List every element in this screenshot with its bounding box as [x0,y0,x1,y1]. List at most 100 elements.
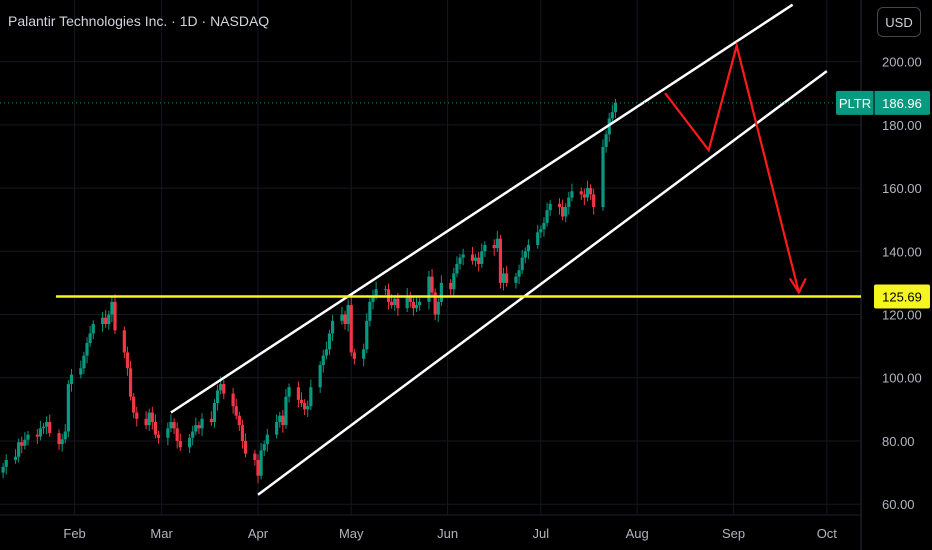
candle [414,297,419,312]
candle [604,130,608,153]
candle [318,361,322,393]
candle [495,231,499,252]
candle [265,428,269,452]
y-tick-label: 160.00 [882,181,922,196]
candle [607,112,611,142]
candle [470,246,475,265]
price-axis[interactable]: 60.00 80.00 100.00 120.00 140.00 160.00 180.00… [836,55,930,513]
candle [418,298,422,311]
candle [458,253,462,270]
candle [212,399,217,428]
candle [588,184,593,201]
candle [287,383,291,403]
channel-upper-line[interactable] [170,3,794,414]
x-tick-label: Feb [63,526,85,541]
candle [104,310,108,328]
candle [91,320,95,340]
current-price-tag: PLTR 186.96 [836,90,930,115]
candle [545,202,549,227]
y-tick-label: 120.00 [882,308,922,323]
channel-lower-line[interactable] [257,70,828,496]
price-tag-symbol: PLTR [839,96,871,111]
candle [517,264,521,285]
candle [4,454,8,475]
candle [147,408,151,431]
candle [275,414,279,439]
drawings [0,3,861,496]
candle [542,217,546,237]
candle [539,225,543,239]
candle [88,325,92,347]
candle [197,421,201,435]
candle [23,432,27,450]
y-tick-label: 180.00 [882,118,922,133]
candle [17,438,21,463]
candle [156,430,161,444]
y-tick-label: 200.00 [882,55,922,70]
candle [383,285,388,295]
candle [284,389,288,429]
candle [57,429,61,450]
candle [48,414,52,437]
candle [169,414,173,433]
candle [178,433,182,452]
candle [299,392,304,407]
candle [281,409,285,433]
candle [477,251,481,272]
currency-button[interactable]: USD [877,7,921,37]
candle [128,360,133,401]
x-tick-label: Mar [150,526,173,541]
candle [150,406,154,430]
x-tick-label: Jul [533,526,550,541]
candle [340,306,344,325]
price-tag-value: 186.96 [882,96,922,111]
candle [579,187,583,201]
level-tag-value: 125.69 [882,290,922,305]
time-axis[interactable]: Feb Mar Apr May Jun Jul Aug Sep Oct [63,526,837,541]
candle [473,253,478,267]
candle [327,329,332,355]
candle [79,360,83,379]
candle [492,239,496,256]
candle [107,310,111,330]
candle [35,428,39,445]
candle [592,188,596,215]
candle [343,310,347,330]
candle [452,267,456,297]
candle [100,311,105,332]
candle [427,270,431,310]
candle [262,440,266,457]
candle [455,256,459,278]
candle [69,368,74,392]
candle [449,279,453,295]
candle [430,268,434,297]
candle [209,411,213,426]
y-tick-label: 140.00 [882,244,922,259]
candle [306,400,310,417]
candle [436,296,440,323]
candle [557,198,562,215]
candle [191,425,195,446]
candle [309,379,313,410]
candle [601,139,605,211]
candle [411,296,416,316]
candle [321,349,325,373]
candle [303,399,307,416]
candle [585,180,590,202]
projection-path[interactable] [664,41,800,293]
candle [505,265,509,287]
y-tick-label: 80.00 [882,434,915,449]
candle [526,239,531,259]
candle [349,297,353,357]
candle [498,234,503,289]
candle [324,341,328,360]
candle [536,224,540,249]
candle [172,418,176,435]
projection-arrowhead [788,277,807,295]
candle [480,243,484,268]
candle [368,298,372,327]
candle [1,463,5,479]
candle [13,449,18,464]
x-tick-label: Apr [248,526,269,541]
